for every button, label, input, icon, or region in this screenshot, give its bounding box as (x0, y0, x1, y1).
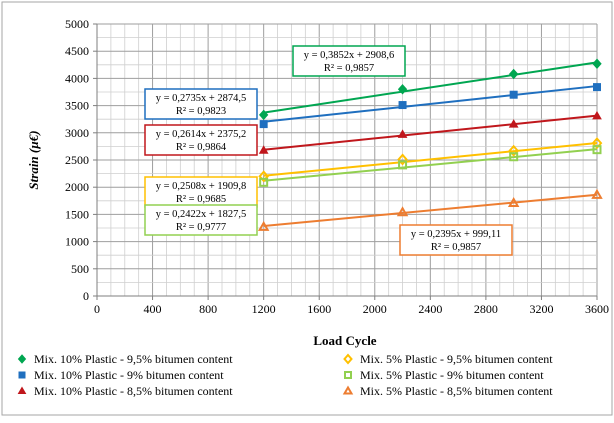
y-tick-label: 0 (83, 289, 89, 303)
trendline-series-1 (263, 61, 598, 114)
legend-marker-series-6 (342, 385, 354, 395)
data-point-series-4 (591, 137, 603, 150)
legend: Mix. 10% Plastic - 9,5% bitumen content M… (17, 352, 553, 398)
equation-boxes: y = 0,3852x + 2908,6 R² = 0,9857 y = 0,273… (144, 45, 513, 256)
y-tick-label: 1500 (65, 207, 89, 221)
y-tick-label: 4000 (65, 71, 89, 85)
y-axis-label: Strain (µ€) (26, 130, 41, 189)
trendline-equation: y = 0,2735x + 2874,5 (156, 93, 247, 104)
data-point-series-4 (508, 144, 520, 157)
data-point-series-5 (398, 160, 408, 170)
data-point-series-1 (592, 58, 602, 69)
data-point-series-1 (397, 84, 408, 95)
x-tick-label: 800 (199, 302, 217, 316)
trendline-series-5 (263, 148, 598, 182)
legend-label-series-5: Mix. 5% Plastic - 9% bitumen content (360, 368, 544, 382)
legend-marker-series-4 (343, 353, 353, 365)
data-point-series-1 (258, 109, 269, 121)
trendline-equation: y = 0,2614x + 2375,2 (156, 129, 247, 140)
y-tick-label: 2500 (65, 153, 89, 167)
axes: 0 400 800 1200 1600 2000 2400 2800 3200 3600 0 500 1… (65, 17, 609, 316)
legend-label-series-6: Mix. 5% Plastic - 8,5% bitumen content (360, 384, 553, 398)
equation-box-series-3 (144, 124, 258, 156)
data-point-series-1 (508, 68, 519, 80)
x-tick-label: 2400 (418, 302, 442, 316)
trendline-series-3 (263, 114, 598, 151)
y-tick-label: 500 (71, 262, 89, 276)
data-point-series-2 (259, 120, 268, 129)
y-tick-label: 3500 (65, 99, 89, 113)
equation-box-series-5 (144, 204, 258, 236)
data-point-series-3 (508, 119, 519, 128)
data-point-series-2 (509, 90, 518, 99)
equation-box-series-1 (292, 45, 406, 77)
x-tick-label: 0 (94, 302, 100, 316)
trendline-equation: y = 0,2508x + 1909,8 (156, 181, 247, 192)
legend-label-series-2: Mix. 10% Plastic - 9% bitumen content (34, 368, 224, 382)
x-tick-label: 3600 (585, 302, 609, 316)
data-point-series-5 (592, 145, 602, 155)
trendline-r-squared: R² = 0,9864 (176, 142, 227, 153)
x-axis-label: Load Cycle (313, 333, 376, 348)
data-points (257, 58, 603, 231)
equation-box-series-2 (144, 88, 258, 120)
data-point-series-6 (507, 196, 520, 207)
legend-marker-series-1 (17, 354, 27, 364)
x-tick-label: 2800 (474, 302, 498, 316)
data-point-series-2 (593, 83, 601, 92)
legend-label-series-1: Mix. 10% Plastic - 9,5% bitumen content (34, 352, 233, 366)
x-tick-label: 1600 (307, 302, 331, 316)
x-tick-label: 1200 (252, 302, 276, 316)
trendline-r-squared: R² = 0,9823 (176, 106, 226, 117)
data-point-series-2 (398, 101, 407, 110)
y-tick-label: 2000 (65, 180, 89, 194)
equation-box-series-6 (399, 224, 513, 256)
x-tick-label: 3200 (529, 302, 553, 316)
y-tick-label: 5000 (65, 17, 89, 31)
y-tick-label: 1000 (65, 235, 89, 249)
trendline-series-4 (263, 141, 598, 177)
data-point-series-6 (591, 188, 603, 199)
data-point-series-5 (259, 177, 269, 187)
trendline-equation: y = 0,3852x + 2908,6 (304, 50, 395, 61)
legend-marker-series-5 (344, 371, 352, 379)
x-tick-label: 2000 (363, 302, 387, 316)
trendline-r-squared: R² = 0,9685 (176, 194, 226, 205)
y-tick-label: 3000 (65, 126, 89, 140)
legend-marker-series-3 (17, 386, 27, 394)
trendline-series-6 (263, 193, 598, 228)
trendline-series-2 (263, 85, 598, 123)
data-point-series-5 (509, 152, 519, 162)
trendline-equation: y = 0,2422x + 1827,5 (156, 209, 247, 220)
x-tick-label: 400 (144, 302, 162, 316)
data-point-series-4 (397, 153, 408, 166)
data-point-series-6 (396, 206, 409, 217)
legend-label-series-3: Mix. 10% Plastic - 8,5% bitumen content (34, 384, 233, 398)
legend-label-series-4: Mix. 5% Plastic - 9,5% bitumen content (360, 352, 553, 366)
data-point-series-3 (592, 110, 602, 120)
equation-box-series-4 (144, 176, 258, 208)
data-point-series-6 (257, 220, 270, 231)
trendline-r-squared: R² = 0,9857 (431, 242, 481, 253)
trendline-r-squared: R² = 0,9777 (176, 222, 226, 233)
y-tick-label: 4500 (65, 44, 89, 58)
trendline-r-squared: R² = 0,9857 (324, 63, 374, 74)
data-point-series-3 (397, 129, 408, 138)
data-point-series-4 (258, 170, 270, 183)
data-point-series-3 (258, 145, 269, 154)
trendline-equation: y = 0,2395x + 999,11 (411, 229, 501, 240)
legend-marker-series-2 (18, 371, 26, 379)
trendlines (263, 61, 598, 228)
